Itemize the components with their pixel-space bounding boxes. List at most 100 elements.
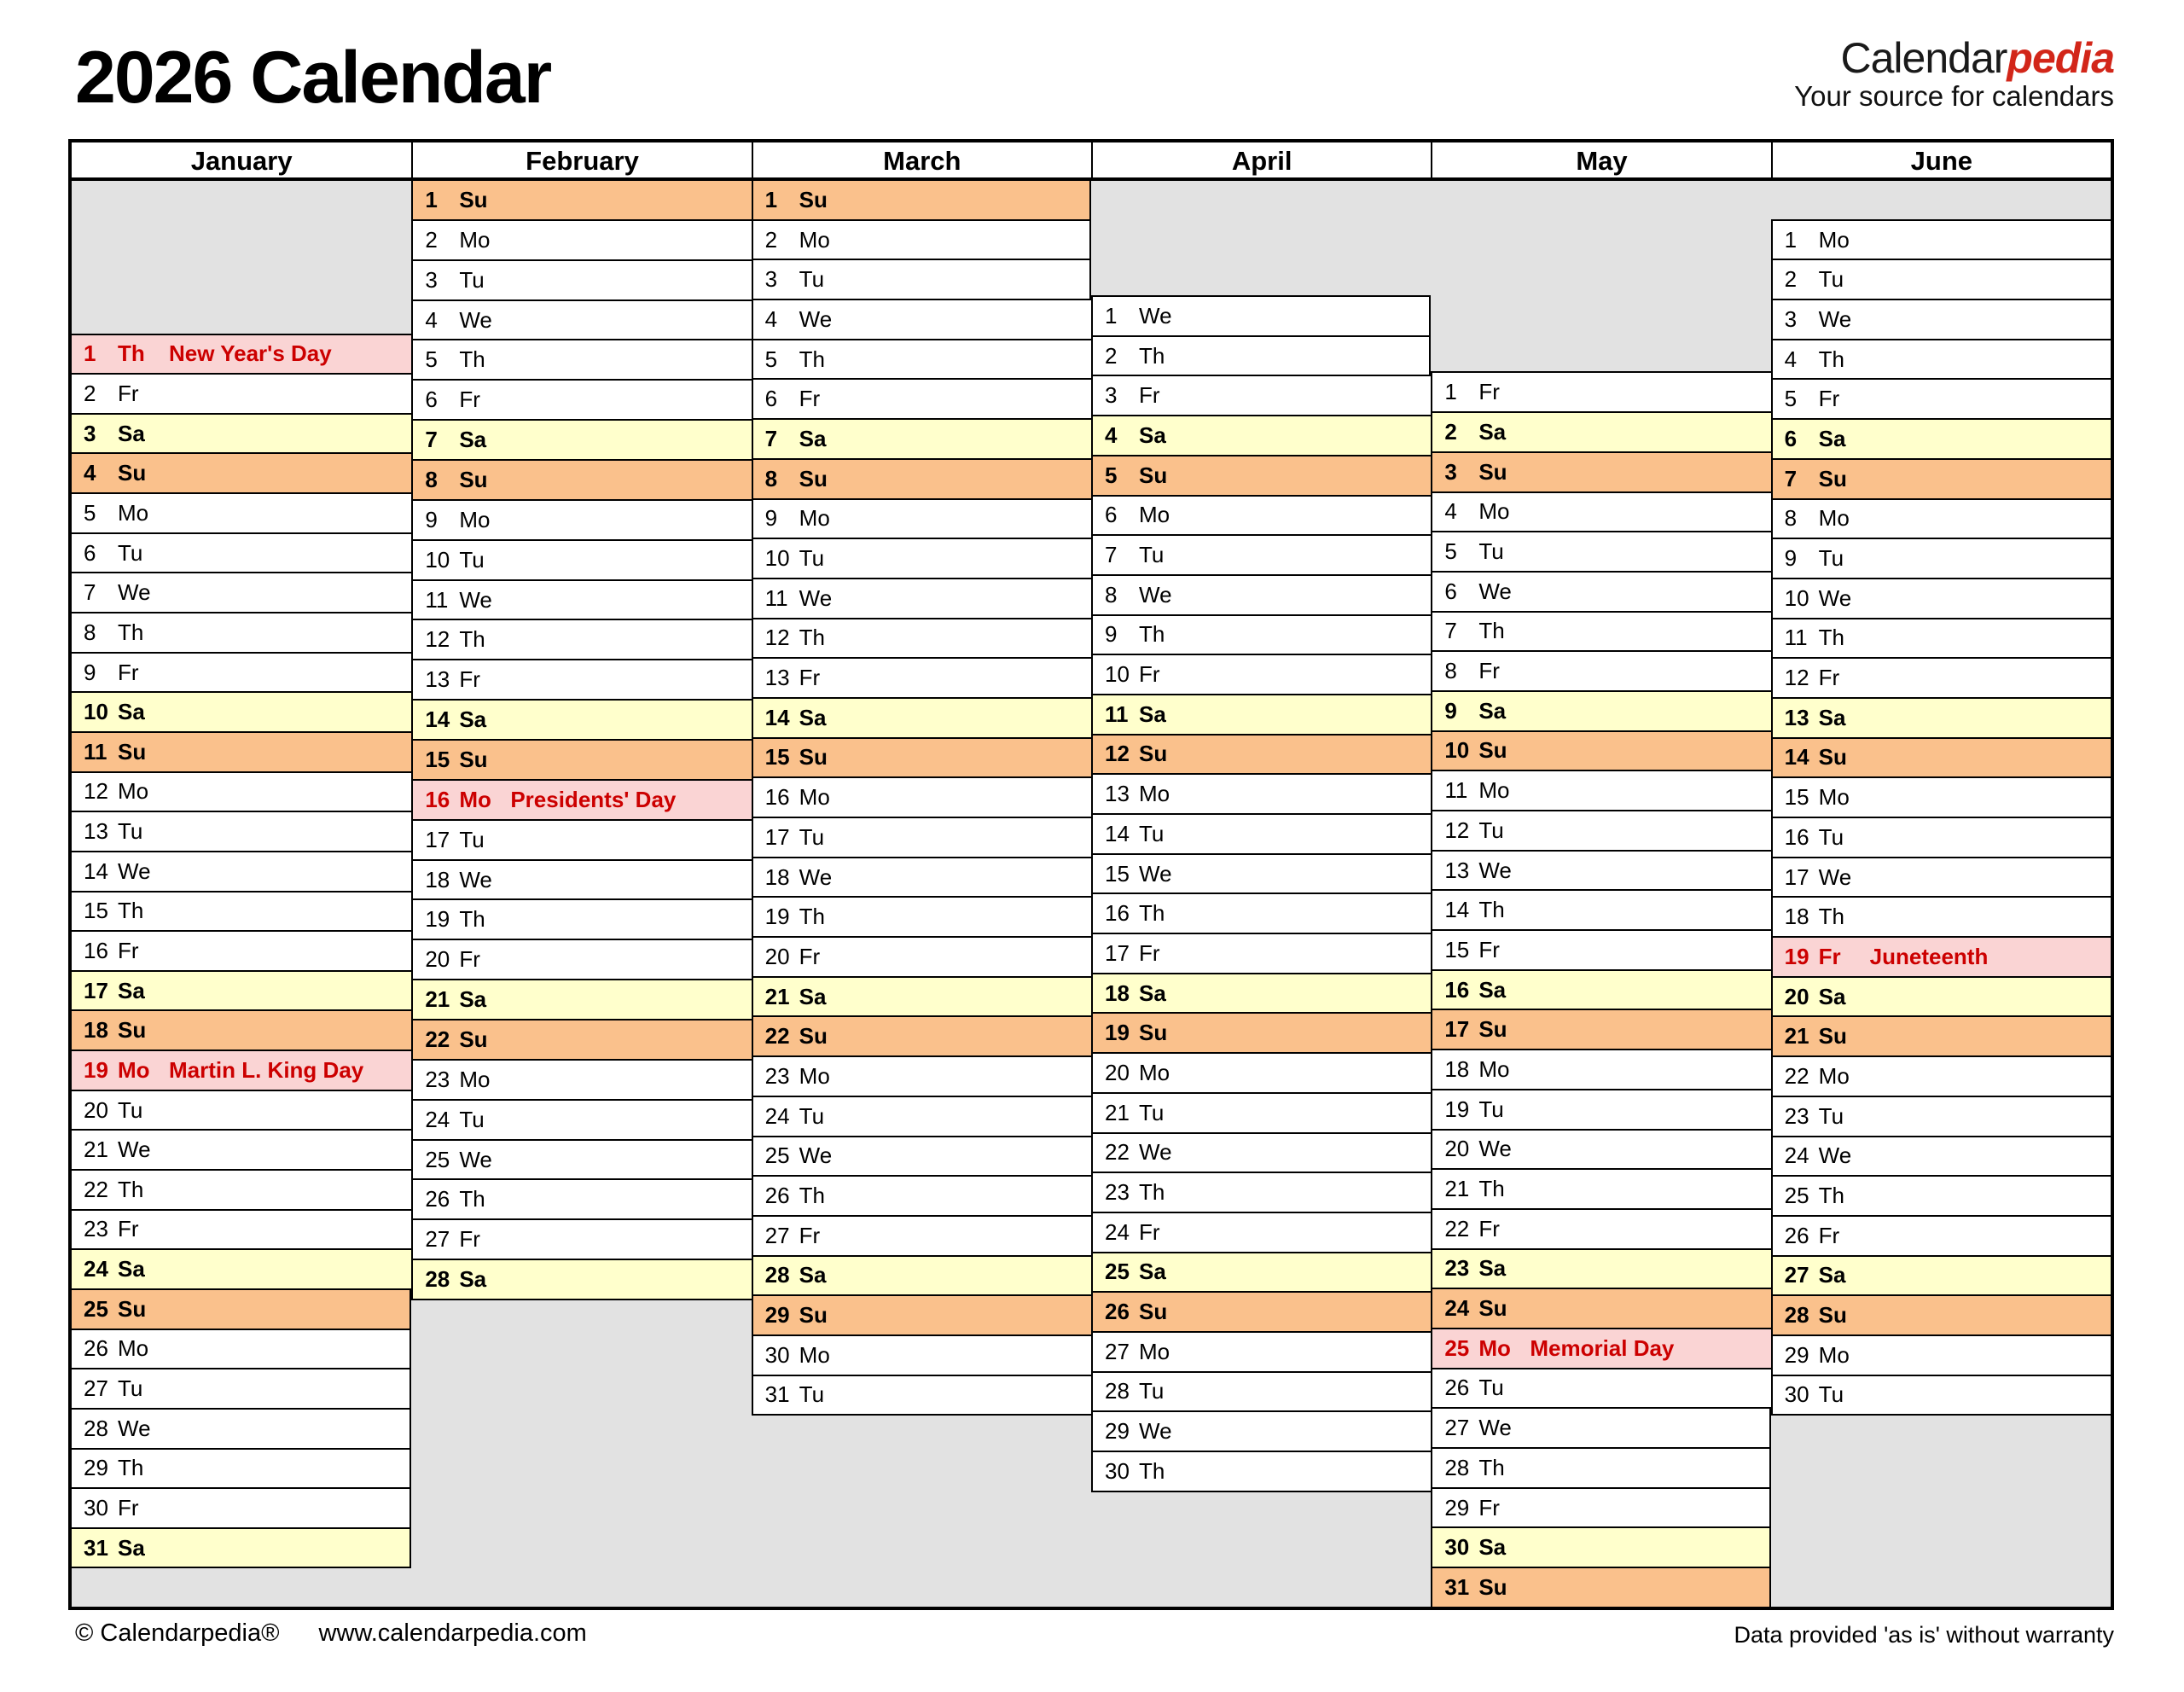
day-number: 19 [1784, 943, 1809, 969]
day-cell-february-7: 7 Sa [411, 419, 752, 460]
day-cell-april-2: 2 Th [1091, 334, 1432, 375]
day-number: 29 [1444, 1494, 1470, 1520]
weekday-abbrev: Fr [1139, 661, 1160, 688]
day-number: 10 [425, 546, 450, 573]
day-cell-april-3: 3 Fr [1091, 375, 1432, 416]
weekday-abbrev: Sa [799, 983, 827, 1009]
day-cell-february-6: 6 Fr [411, 379, 752, 420]
day-cell-march-29: 29 Su [751, 1294, 1091, 1334]
day-cell-january-5: 5 Mo [72, 492, 412, 532]
day-cell-april-11: 11 Sa [1091, 693, 1432, 734]
month-column-march: 1 Su 2 Mo 3 Tu 4 We 5 Th 6 Fr 7 Sa 8 Su 9 Mo 10 Tu 11 We 12 Th 1… [751, 181, 1091, 1607]
day-number: 27 [1784, 1262, 1809, 1288]
footer-left: © Calendarpedia® www.calendarpedia.com [75, 1619, 587, 1648]
weekday-abbrev: We [1478, 1415, 1512, 1441]
day-cell-march-26: 26 Th [751, 1175, 1091, 1215]
weekday-abbrev: We [1818, 1143, 1852, 1169]
day-number: 12 [764, 625, 790, 651]
holiday-label: Memorial Day [1530, 1334, 1675, 1361]
month-header-january: January [190, 146, 293, 176]
day-number: 12 [84, 778, 108, 805]
day-number: 11 [1105, 701, 1129, 727]
empty-cell [1770, 181, 2111, 219]
day-cell-february-20: 20 Fr [411, 939, 752, 980]
day-number: 31 [1444, 1573, 1470, 1600]
day-number: 3 [84, 420, 96, 446]
day-number: 26 [764, 1183, 790, 1209]
weekday-abbrev: Mo [459, 1066, 491, 1092]
weekday-abbrev: Fr [459, 1226, 480, 1253]
weekday-abbrev: Mo [799, 226, 830, 253]
day-cell-march-30: 30 Mo [751, 1334, 1091, 1375]
empty-cell [1091, 1568, 1432, 1607]
day-number: 11 [764, 584, 788, 611]
weekday-abbrev: Su [1818, 1302, 1847, 1329]
weekday-abbrev: Mo [1139, 502, 1170, 528]
weekday-abbrev: Mo [799, 1062, 830, 1089]
day-number: 13 [764, 665, 790, 691]
day-cell-april-22: 22 We [1091, 1131, 1432, 1172]
day-number: 29 [1105, 1418, 1130, 1445]
weekday-abbrev: We [1139, 302, 1172, 329]
weekday-abbrev: Su [799, 744, 828, 770]
day-cell-january-24: 24 Sa [72, 1248, 412, 1288]
day-number: 24 [1444, 1295, 1470, 1322]
day-cell-march-27: 27 Fr [751, 1214, 1091, 1255]
day-number: 25 [1105, 1259, 1130, 1285]
day-cell-february-17: 17 Tu [411, 818, 752, 859]
day-cell-january-21: 21 We [72, 1129, 412, 1170]
day-cell-february-23: 23 Mo [411, 1058, 752, 1099]
day-number: 14 [764, 704, 790, 730]
weekday-abbrev: Su [459, 1026, 488, 1052]
day-number: 20 [84, 1096, 108, 1123]
day-number: 22 [764, 1023, 790, 1050]
weekday-abbrev: Su [1478, 458, 1507, 485]
day-number: 16 [764, 784, 790, 811]
day-number: 9 [84, 659, 96, 685]
footer-url-link[interactable]: www.calendarpedia.com [318, 1619, 587, 1647]
day-number: 10 [1444, 737, 1470, 764]
day-number: 14 [1784, 744, 1809, 770]
weekday-abbrev: Su [118, 1295, 147, 1322]
day-number: 3 [1784, 305, 1798, 332]
day-number: 18 [1784, 904, 1809, 930]
day-cell-june-11: 11 Th [1770, 617, 2111, 658]
weekday-abbrev: Th [1478, 618, 1505, 644]
day-cell-june-21: 21 Su [1770, 1015, 2111, 1056]
weekday-abbrev: Tu [459, 1106, 485, 1132]
weekday-abbrev: Th [459, 626, 485, 653]
weekday-abbrev: Mo [459, 226, 491, 253]
day-number: 11 [1784, 625, 1808, 651]
footer-copyright: © Calendarpedia® [75, 1619, 280, 1647]
day-cell-may-20: 20 We [1431, 1128, 1771, 1169]
day-cell-may-11: 11 Mo [1431, 770, 1771, 810]
empty-cell [1091, 218, 1432, 258]
day-cell-june-27: 27 Sa [1770, 1254, 2111, 1295]
day-cell-march-24: 24 Tu [751, 1095, 1091, 1136]
day-cell-june-4: 4 Th [1770, 338, 2111, 379]
day-cell-april-1: 1 We [1091, 295, 1432, 335]
weekday-abbrev: Su [1139, 1299, 1168, 1325]
day-number: 25 [84, 1295, 108, 1322]
day-number: 20 [425, 946, 450, 973]
empty-cell [751, 1530, 1091, 1569]
day-cell-march-16: 16 Mo [751, 776, 1091, 817]
weekday-abbrev: Tu [1139, 1099, 1165, 1125]
weekday-abbrev: Su [799, 1023, 828, 1050]
weekday-abbrev: Th [118, 1176, 144, 1202]
weekday-abbrev: We [459, 586, 492, 613]
day-number: 6 [425, 387, 438, 413]
day-cell-april-28: 28 Tu [1091, 1370, 1432, 1411]
day-number: 8 [1105, 581, 1118, 608]
day-cell-may-15: 15 Fr [1431, 929, 1771, 969]
empty-cell [411, 1376, 752, 1416]
empty-cell [1770, 1491, 2111, 1531]
page-title: 2026 Calendar [75, 37, 552, 119]
day-cell-february-3: 3 Tu [411, 259, 752, 299]
weekday-abbrev: We [118, 1415, 151, 1441]
weekday-abbrev: Tu [799, 266, 825, 293]
weekday-abbrev: Sa [1139, 1259, 1166, 1285]
day-cell-may-21: 21 Th [1431, 1168, 1771, 1208]
weekday-abbrev: Th [1139, 1179, 1165, 1206]
day-cell-january-13: 13 Tu [72, 811, 412, 851]
